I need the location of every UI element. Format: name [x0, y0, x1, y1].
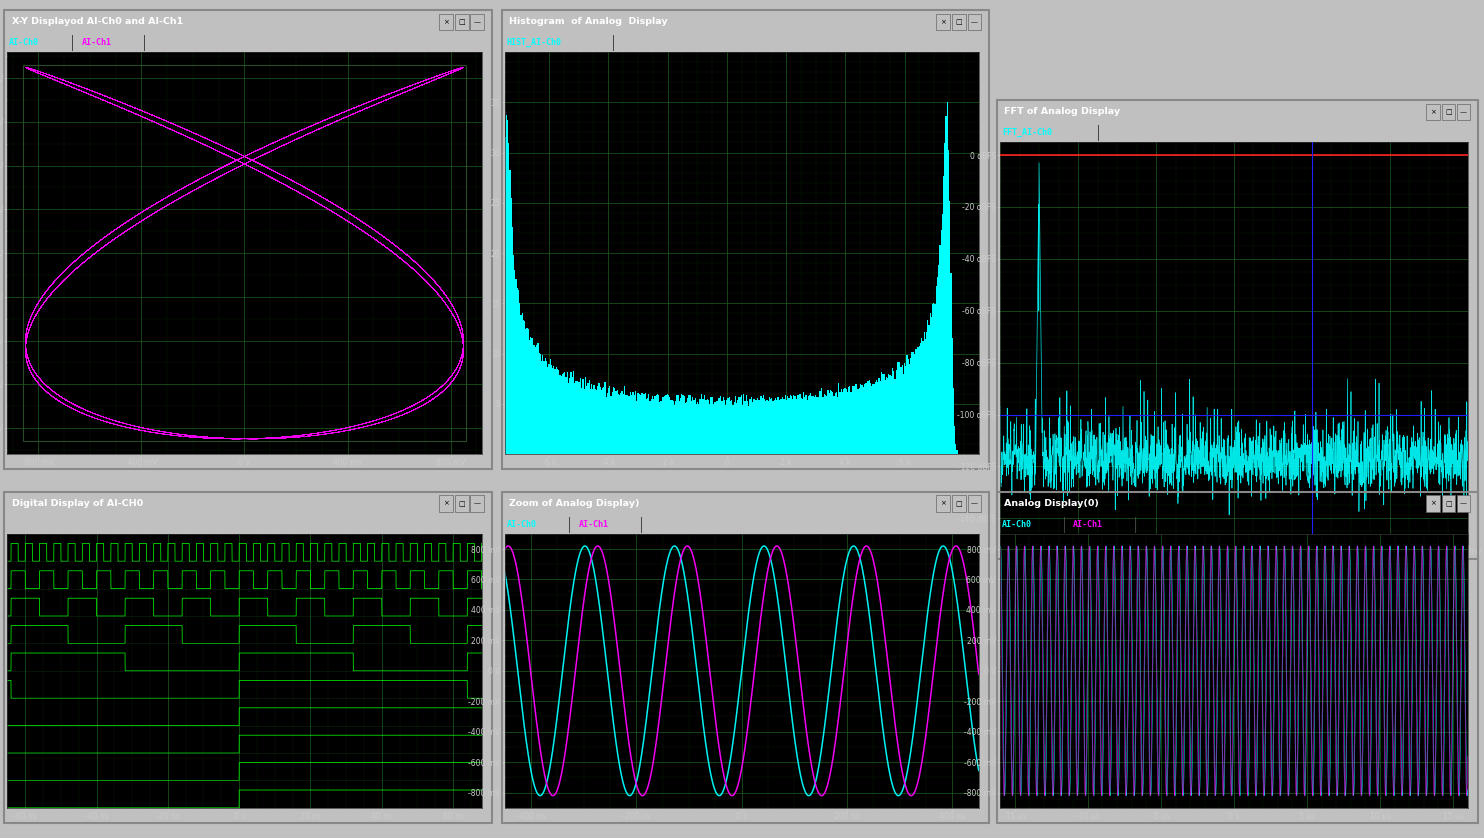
Text: —: —	[971, 18, 978, 25]
Bar	[439, 13, 453, 30]
Text: —: —	[1460, 109, 1468, 115]
Text: AI-Ch0: AI-Ch0	[1002, 520, 1031, 529]
Text: ×: ×	[1431, 500, 1437, 507]
Text: ×: ×	[941, 18, 947, 25]
Text: □: □	[1445, 109, 1451, 115]
Bar	[1426, 495, 1439, 512]
Bar	[936, 13, 950, 30]
Bar	[456, 495, 469, 512]
Bar	[968, 13, 981, 30]
Bar	[1426, 104, 1439, 120]
Bar	[456, 13, 469, 30]
Bar	[470, 495, 484, 512]
Text: ×: ×	[941, 500, 947, 507]
Text: FFT of Analog Display: FFT of Analog Display	[1005, 107, 1120, 116]
Text: ×: ×	[444, 18, 450, 25]
Bar	[1457, 104, 1471, 120]
Text: AI-Ch1: AI-Ch1	[1073, 520, 1103, 529]
Text: AI-Ch1: AI-Ch1	[82, 39, 111, 47]
Text: AI-Ch0: AI-Ch0	[9, 39, 40, 47]
Bar	[470, 13, 484, 30]
Bar	[953, 495, 966, 512]
Text: AI-Ch0: AI-Ch0	[506, 520, 537, 529]
Text: —: —	[473, 18, 481, 25]
Text: Analog Display(0): Analog Display(0)	[1005, 499, 1100, 508]
Text: □: □	[956, 500, 962, 507]
Text: Zoom of Analog Display): Zoom of Analog Display)	[509, 499, 640, 508]
Bar	[936, 495, 950, 512]
Text: ×: ×	[444, 500, 450, 507]
Text: —: —	[1460, 500, 1468, 507]
Text: FFT_AI-Ch0: FFT_AI-Ch0	[1002, 128, 1052, 137]
Text: Histogram  of Analog  Display: Histogram of Analog Display	[509, 18, 668, 26]
Bar	[439, 495, 453, 512]
Text: X-Y Displayod AI-Ch0 and AI-Ch1: X-Y Displayod AI-Ch0 and AI-Ch1	[12, 18, 183, 26]
Text: HIST_AI-Ch0: HIST_AI-Ch0	[506, 39, 561, 47]
Bar	[968, 495, 981, 512]
Text: —: —	[971, 500, 978, 507]
Text: □: □	[459, 18, 464, 25]
Text: Digital Display of AI-CH0: Digital Display of AI-CH0	[12, 499, 142, 508]
Text: ×: ×	[1431, 109, 1437, 115]
Text: □: □	[1445, 500, 1451, 507]
Bar	[1441, 104, 1454, 120]
Text: AI-Ch1: AI-Ch1	[579, 520, 608, 529]
Bar	[1457, 495, 1471, 512]
Text: □: □	[956, 18, 962, 25]
Bar	[953, 13, 966, 30]
Text: —: —	[473, 500, 481, 507]
Text: □: □	[459, 500, 464, 507]
Bar	[1441, 495, 1454, 512]
